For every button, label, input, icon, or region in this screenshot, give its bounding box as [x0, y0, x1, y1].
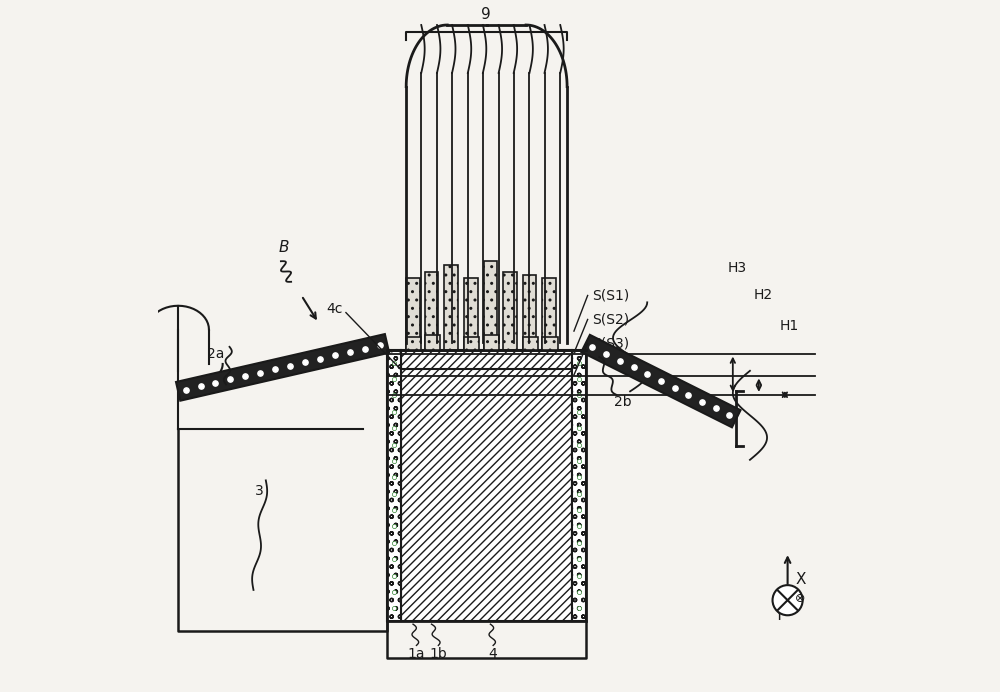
Circle shape — [773, 585, 803, 615]
Text: 4: 4 — [489, 646, 498, 661]
Bar — [523, 336, 538, 350]
Text: Y: Y — [774, 608, 783, 623]
Bar — [523, 275, 536, 350]
Text: ⊗: ⊗ — [795, 592, 805, 606]
Bar — [406, 336, 421, 350]
Bar — [484, 335, 499, 350]
Text: 1a: 1a — [408, 646, 425, 661]
Bar — [503, 271, 517, 350]
Polygon shape — [581, 335, 741, 428]
Text: 1b: 1b — [429, 646, 447, 661]
Bar — [542, 336, 558, 350]
Text: 4c: 4c — [326, 302, 343, 316]
Text: S(S2): S(S2) — [592, 313, 630, 327]
Bar — [387, 350, 586, 621]
Text: H2: H2 — [753, 289, 772, 302]
Text: X: X — [796, 572, 807, 587]
Bar — [464, 336, 479, 350]
Text: S(S3): S(S3) — [592, 336, 630, 350]
Bar — [572, 350, 586, 621]
Bar — [542, 278, 556, 350]
Text: 2b: 2b — [614, 394, 632, 408]
Text: 3: 3 — [255, 484, 263, 498]
Text: H3: H3 — [727, 261, 746, 275]
Bar — [444, 264, 458, 350]
Text: 2a: 2a — [207, 347, 225, 361]
Bar — [425, 271, 438, 350]
Bar — [387, 350, 401, 621]
Text: 9: 9 — [481, 7, 491, 21]
Text: B: B — [279, 240, 290, 255]
Bar — [464, 278, 478, 350]
Text: H1: H1 — [779, 319, 799, 334]
Polygon shape — [176, 334, 389, 401]
Bar — [484, 262, 497, 350]
Bar — [425, 335, 440, 350]
Text: S(S1): S(S1) — [592, 289, 630, 302]
Bar — [401, 350, 572, 621]
Bar — [406, 278, 420, 350]
